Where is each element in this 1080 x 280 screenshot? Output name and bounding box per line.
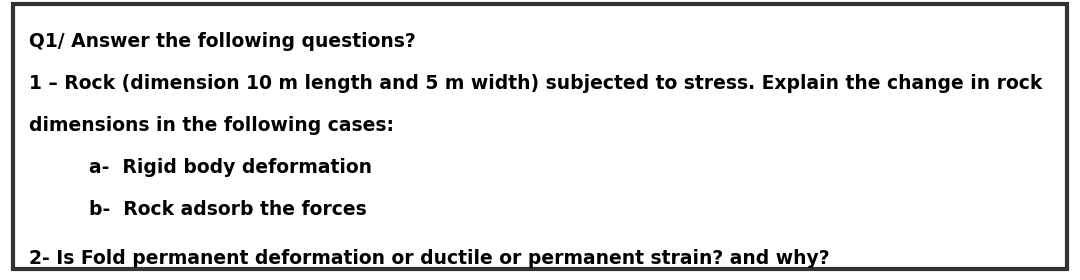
Text: Q1/ Answer the following questions?: Q1/ Answer the following questions? [29,32,416,51]
Text: 2- Is Fold permanent deformation or ductile or permanent strain? and why?: 2- Is Fold permanent deformation or duct… [29,249,829,268]
Text: dimensions in the following cases:: dimensions in the following cases: [29,116,394,135]
Text: b-  Rock adsorb the forces: b- Rock adsorb the forces [89,200,366,219]
Text: a-  Rigid body deformation: a- Rigid body deformation [89,158,372,177]
Text: 1 – Rock (dimension 10 m length and 5 m width) subjected to stress. Explain the : 1 – Rock (dimension 10 m length and 5 m … [29,74,1042,93]
